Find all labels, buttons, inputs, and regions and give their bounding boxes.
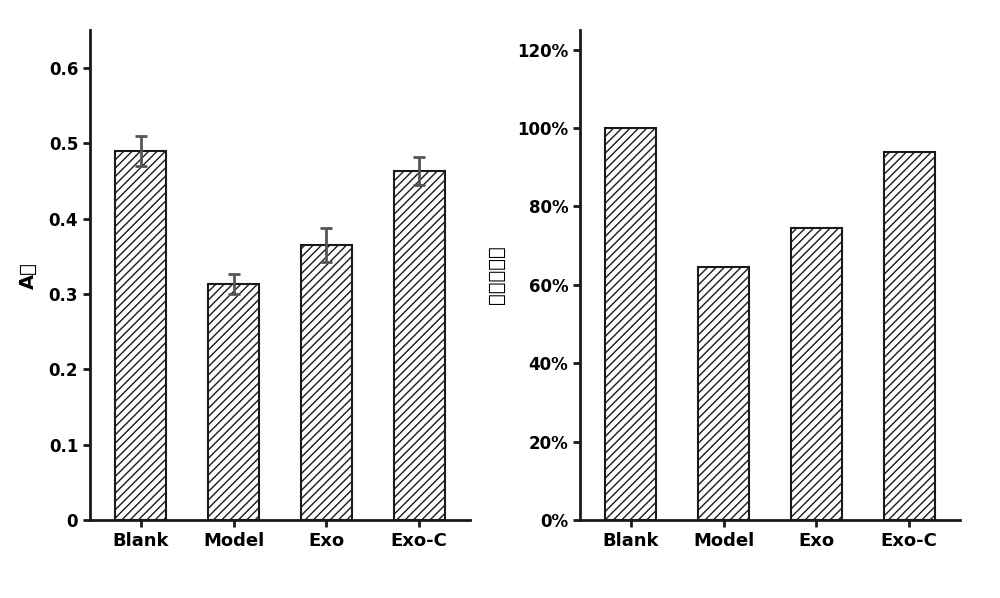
- Bar: [791, 228, 842, 520]
- Bar: [698, 267, 749, 520]
- Bar: [301, 245, 352, 520]
- Y-axis label: A値: A値: [19, 262, 38, 288]
- Bar: [208, 284, 259, 520]
- Bar: [394, 171, 445, 520]
- Bar: [605, 128, 656, 520]
- Bar: [884, 151, 935, 520]
- Bar: [115, 151, 166, 520]
- Y-axis label: 细胞存活率: 细胞存活率: [487, 246, 506, 304]
